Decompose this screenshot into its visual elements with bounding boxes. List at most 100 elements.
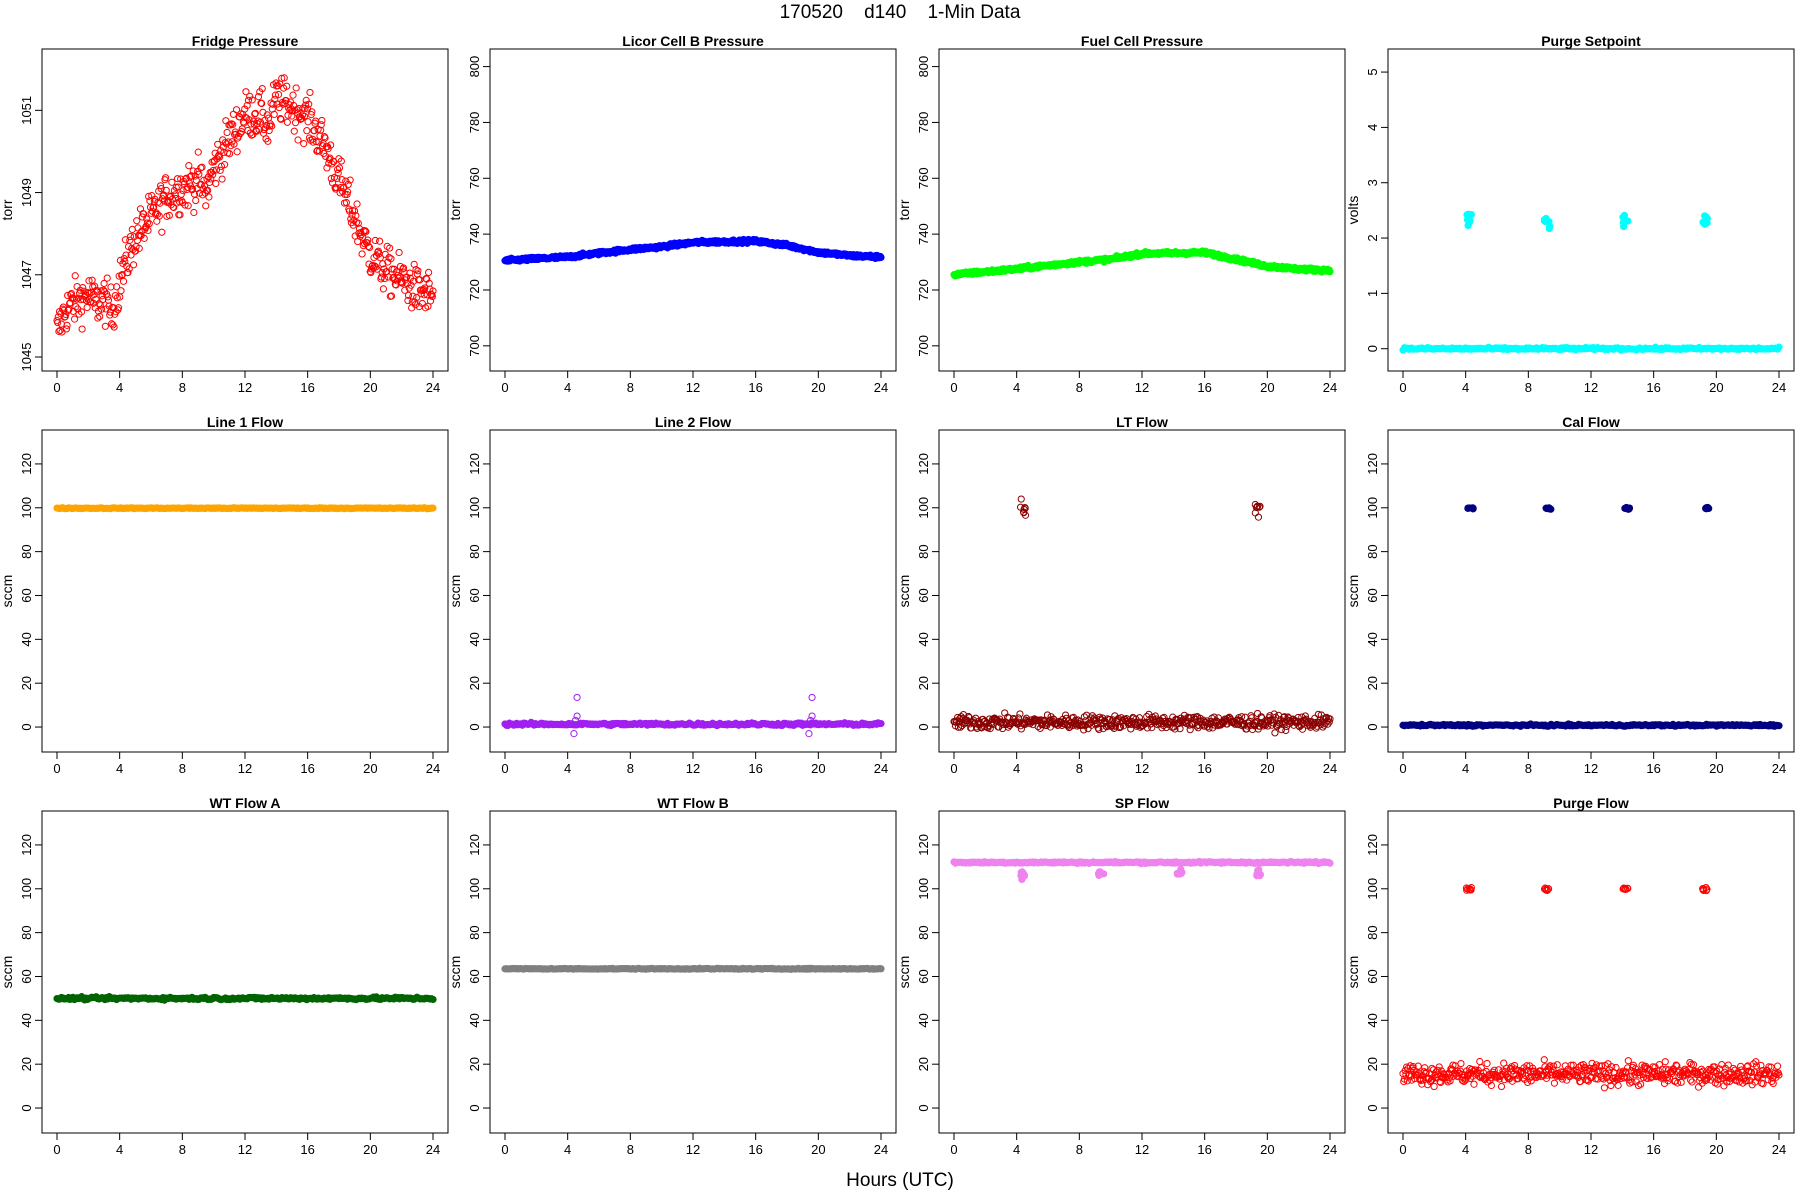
data-point	[209, 171, 217, 179]
data-point	[387, 292, 396, 300]
data-point	[162, 186, 170, 194]
y-tick-label: 60	[19, 588, 34, 602]
data-point	[1624, 1057, 1632, 1065]
data-point	[308, 108, 316, 116]
y-tick-label: 80	[916, 544, 931, 558]
data-point	[429, 995, 437, 1004]
y-tick-label: 20	[19, 1057, 34, 1071]
x-tick-label: 0	[1399, 761, 1406, 776]
data-point	[176, 211, 184, 219]
data-point	[252, 126, 260, 135]
y-axis-label: torr	[0, 199, 15, 220]
y-tick-label: 720	[916, 279, 931, 301]
data-point	[335, 155, 343, 163]
data-point	[236, 130, 244, 138]
y-tick-label: 20	[916, 1057, 931, 1071]
y-axis-label: sccm	[1345, 956, 1361, 989]
x-tick-label: 16	[748, 761, 762, 776]
y-tick-label: 80	[467, 925, 482, 939]
data-point	[268, 122, 276, 130]
data-point	[274, 90, 283, 99]
data-point	[101, 322, 109, 330]
data-point	[353, 200, 361, 208]
data-point	[202, 202, 210, 210]
y-axis-label: torr	[896, 199, 912, 220]
data-point	[323, 164, 331, 172]
x-tick-label: 12	[1135, 761, 1149, 776]
data-point	[194, 148, 202, 156]
data-point	[421, 284, 429, 292]
data-point	[69, 294, 77, 302]
data-point	[223, 128, 231, 137]
y-tick-label: 80	[1365, 544, 1380, 558]
data-point	[187, 172, 195, 180]
data-point	[277, 115, 285, 123]
y-tick-label: 4	[1365, 124, 1380, 131]
data-point	[1775, 722, 1783, 730]
data-point	[392, 268, 401, 276]
data-point	[94, 314, 102, 322]
x-tick-label: 24	[426, 761, 440, 776]
data-point	[337, 157, 345, 165]
data-point	[318, 116, 326, 125]
data-point	[300, 140, 308, 148]
data-point	[85, 277, 93, 285]
data-point	[1540, 1056, 1548, 1064]
data-point	[1705, 504, 1713, 513]
y-tick-label: 0	[467, 723, 482, 730]
data-point	[312, 137, 320, 146]
data-point	[406, 269, 414, 277]
data-point	[144, 226, 152, 235]
y-tick-label: 700	[916, 335, 931, 357]
data-point	[308, 135, 317, 143]
x-tick-label: 4	[564, 380, 571, 395]
y-tick-label: 1051	[19, 96, 34, 125]
data-point	[100, 279, 108, 288]
data-point	[216, 166, 224, 174]
data-point	[245, 116, 253, 124]
data-point	[366, 243, 374, 252]
data-point	[1254, 870, 1262, 878]
data-point	[276, 115, 285, 123]
data-point	[229, 120, 237, 129]
data-point	[1254, 513, 1263, 521]
y-tick-label: 120	[1365, 834, 1380, 856]
data-point	[204, 186, 212, 194]
x-tick-label: 16	[1197, 761, 1211, 776]
y-tick-label: 80	[916, 925, 931, 939]
panel-title: Purge Flow	[1553, 795, 1629, 811]
data-point	[302, 96, 310, 105]
data-point	[1545, 505, 1553, 513]
data-point	[877, 253, 885, 262]
data-point	[161, 174, 170, 182]
data-point	[129, 261, 138, 269]
data-point	[1095, 868, 1103, 876]
plot-frame	[938, 429, 1346, 753]
data-point	[209, 166, 217, 175]
x-tick-label: 24	[426, 380, 440, 395]
y-tick-label: 120	[19, 834, 34, 856]
x-tick-label: 16	[300, 1142, 314, 1157]
data-point	[373, 265, 381, 273]
data-point	[1465, 217, 1473, 225]
data-series	[1399, 503, 1783, 730]
y-tick-label: 60	[1365, 969, 1380, 983]
y-axis-label: sccm	[896, 956, 912, 989]
data-point	[428, 292, 436, 301]
panel-title: WT Flow B	[657, 795, 729, 811]
data-point	[179, 187, 187, 195]
plot-frame	[1387, 48, 1795, 372]
y-tick-label: 0	[1365, 345, 1380, 352]
data-point	[1550, 1062, 1558, 1070]
data-point	[173, 175, 182, 183]
data-point	[232, 106, 241, 114]
data-point	[280, 74, 288, 82]
data-point	[1148, 724, 1156, 732]
data-point	[300, 112, 308, 120]
data-series	[53, 993, 437, 1004]
y-tick-label: 2	[1365, 234, 1380, 241]
